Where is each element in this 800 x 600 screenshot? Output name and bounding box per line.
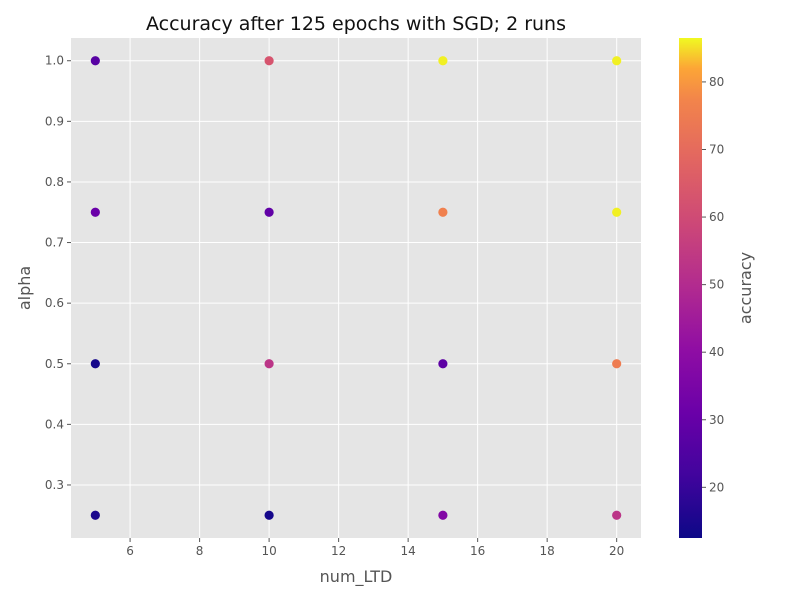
chart-title: Accuracy after 125 epochs with SGD; 2 ru… xyxy=(146,13,566,35)
colorbar-tick-label: 80 xyxy=(709,75,724,89)
y-tick-label: 0.8 xyxy=(45,175,64,189)
scatter-point xyxy=(264,207,274,217)
colorbar-tick-label: 20 xyxy=(709,480,724,494)
scatter-point xyxy=(90,56,100,66)
colorbar-label: accuracy xyxy=(736,252,755,324)
y-tick-label: 1.0 xyxy=(45,54,64,68)
x-tick-label: 16 xyxy=(470,544,485,558)
y-axis-label: alpha xyxy=(15,266,34,310)
scatter-point xyxy=(612,359,622,369)
y-tick-label: 0.4 xyxy=(45,417,64,431)
x-tick-label: 6 xyxy=(126,544,134,558)
scatter-point xyxy=(438,207,448,217)
x-tick-label: 12 xyxy=(331,544,346,558)
y-tick-label: 0.6 xyxy=(45,296,64,310)
colorbar-tick-label: 40 xyxy=(709,345,724,359)
scatter-point xyxy=(612,207,622,217)
colorbar xyxy=(679,38,702,538)
colorbar-tick-label: 30 xyxy=(709,413,724,427)
x-axis-label: num_LTD xyxy=(320,567,393,587)
x-tick-label: 8 xyxy=(196,544,204,558)
y-tick-label: 0.3 xyxy=(45,478,64,492)
scatter-point xyxy=(438,359,448,369)
x-tick-label: 18 xyxy=(540,544,555,558)
x-tick-label: 14 xyxy=(400,544,415,558)
scatter-point xyxy=(90,510,100,520)
grid-lines xyxy=(71,38,641,538)
scatter-point xyxy=(90,359,100,369)
scatter-point xyxy=(438,510,448,520)
colorbar-tick-label: 70 xyxy=(709,142,724,156)
scatter-point xyxy=(612,510,622,520)
x-tick-label: 10 xyxy=(261,544,276,558)
y-tick-label: 0.7 xyxy=(45,236,64,250)
axis-ticks: 6 8 10 12 14 16 18 20 0.3 0.4 0.5 0.6 0.7 0.8 0.9 1.0 xyxy=(45,54,624,558)
colorbar-tick-label: 60 xyxy=(709,210,724,224)
plot-background xyxy=(71,38,641,538)
y-tick-label: 0.5 xyxy=(45,357,64,371)
scatter-point xyxy=(612,56,622,66)
scatter-point xyxy=(264,359,274,369)
scatter-point xyxy=(264,510,274,520)
colorbar-ticks: 20 30 40 50 60 70 80 xyxy=(702,75,724,494)
scatter-point xyxy=(438,56,448,66)
data-points xyxy=(90,56,622,520)
scatter-point xyxy=(90,207,100,217)
y-tick-label: 0.9 xyxy=(45,114,64,128)
colorbar-tick-label: 50 xyxy=(709,278,724,292)
x-tick-label: 20 xyxy=(609,544,624,558)
scatter-point xyxy=(264,56,274,66)
